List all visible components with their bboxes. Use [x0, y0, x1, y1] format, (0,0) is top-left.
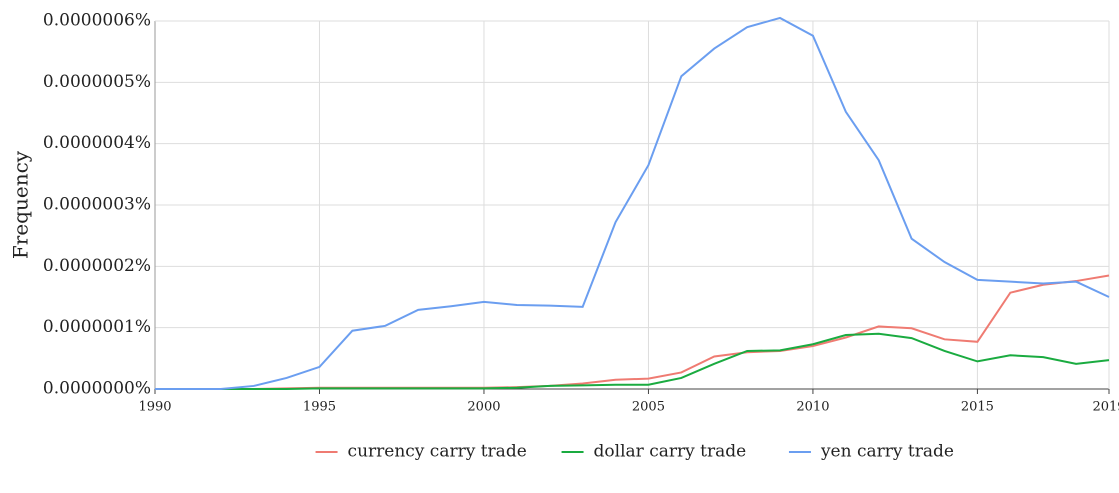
y-tick-label: 0.0000003% — [43, 195, 151, 215]
y-tick-label: 0.0000006% — [43, 11, 151, 31]
legend-label: dollar carry trade — [594, 442, 747, 462]
y-axis-label: Frequency — [9, 150, 33, 259]
x-tick-label: 2015 — [961, 400, 994, 415]
y-tick-label: 0.0000000% — [43, 379, 151, 399]
legend-label: currency carry trade — [348, 442, 527, 462]
y-tick-label: 0.0000005% — [43, 72, 151, 92]
series-line — [155, 332, 1110, 390]
x-tick-label: 1990 — [138, 400, 171, 415]
series-line — [155, 16, 1110, 390]
x-tick-label: 2010 — [796, 400, 829, 415]
y-tick-label: 0.0000004% — [43, 133, 151, 153]
y-tick-label: 0.0000002% — [43, 256, 151, 276]
x-tick-label: 2000 — [467, 400, 500, 415]
series-line — [155, 274, 1110, 390]
x-tick-label: 2005 — [632, 400, 665, 415]
legend-label: yen carry trade — [820, 442, 954, 462]
x-tick-label: 2019 — [1092, 400, 1119, 415]
x-tick-label: 1995 — [303, 400, 336, 415]
y-tick-label: 0.0000001% — [43, 317, 151, 337]
